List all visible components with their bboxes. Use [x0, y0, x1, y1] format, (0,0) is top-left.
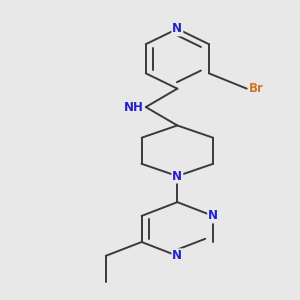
Text: N: N — [208, 209, 218, 222]
Text: NH: NH — [124, 100, 144, 114]
Text: N: N — [172, 169, 182, 183]
Text: N: N — [172, 249, 182, 262]
Text: N: N — [172, 22, 182, 35]
Text: Br: Br — [249, 82, 264, 95]
